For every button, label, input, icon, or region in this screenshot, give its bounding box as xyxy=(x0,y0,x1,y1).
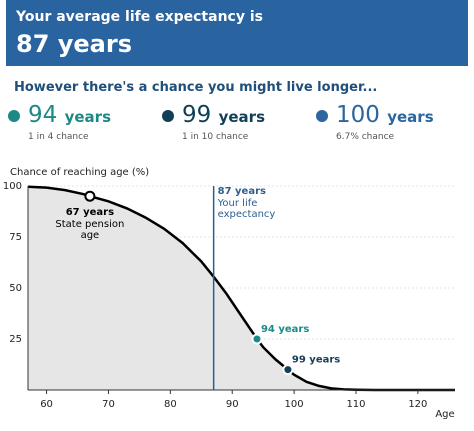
x-tick-label: 90 xyxy=(226,399,239,410)
marker-label: 94 years xyxy=(261,324,309,335)
stat-chance: 6.7% chance xyxy=(336,132,395,142)
x-tick-label: 60 xyxy=(40,399,53,410)
x-axis-label: Age xyxy=(435,409,454,420)
header-subtitle: Your average life expectancy is xyxy=(16,9,263,25)
stat-value: 94 years xyxy=(28,102,111,128)
y-axis-label: Chance of reaching age (%) xyxy=(10,167,149,178)
header-headline: 87 years xyxy=(16,30,132,58)
stat-value: 99 years xyxy=(182,102,265,128)
stat-number: 100 xyxy=(336,102,380,128)
marker-note: State pension xyxy=(55,219,124,230)
stat-chance: 1 in 4 chance xyxy=(28,132,89,142)
reference-note: Your life xyxy=(217,198,258,209)
y-tick-label: 25 xyxy=(9,334,22,345)
header: Your average life expectancy is 87 years xyxy=(6,0,468,66)
marker xyxy=(251,333,263,345)
reference-label: 87 years xyxy=(218,186,266,197)
stat-unit: years xyxy=(64,108,111,126)
stat-unit: years xyxy=(387,108,434,126)
x-tick-label: 70 xyxy=(102,399,115,410)
stat-unit: years xyxy=(218,108,265,126)
stat-dot xyxy=(162,110,174,122)
chart: Chance of reaching age (%) 25 50 75 100 60 70 8… xyxy=(3,167,455,420)
x-tick-label: 120 xyxy=(408,399,427,410)
marker xyxy=(282,364,294,376)
marker xyxy=(84,190,96,202)
stat-value: 100 years xyxy=(336,102,434,128)
marker-label: 99 years xyxy=(292,355,340,366)
stat-number: 94 xyxy=(28,102,58,128)
area xyxy=(28,186,455,390)
y-tick-label: 75 xyxy=(9,232,22,243)
stat-dot xyxy=(8,110,20,122)
reference-note: expectancy xyxy=(218,209,276,220)
x-tick-label: 110 xyxy=(346,399,365,410)
marker-note: age xyxy=(81,230,100,241)
section-title: However there's a chance you might live … xyxy=(14,80,378,95)
x-tick-label: 100 xyxy=(285,399,304,410)
marker-label: 67 years xyxy=(66,207,114,218)
stat-chance: 1 in 10 chance xyxy=(182,132,249,142)
x-tick-label: 80 xyxy=(164,399,177,410)
y-tick-label: 100 xyxy=(3,181,22,192)
y-tick-label: 50 xyxy=(9,283,22,294)
stat-number: 99 xyxy=(182,102,212,128)
stat-dot xyxy=(316,110,328,122)
